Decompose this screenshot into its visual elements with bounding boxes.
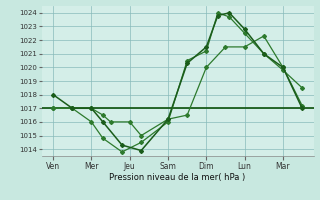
X-axis label: Pression niveau de la mer( hPa ): Pression niveau de la mer( hPa ) — [109, 173, 246, 182]
